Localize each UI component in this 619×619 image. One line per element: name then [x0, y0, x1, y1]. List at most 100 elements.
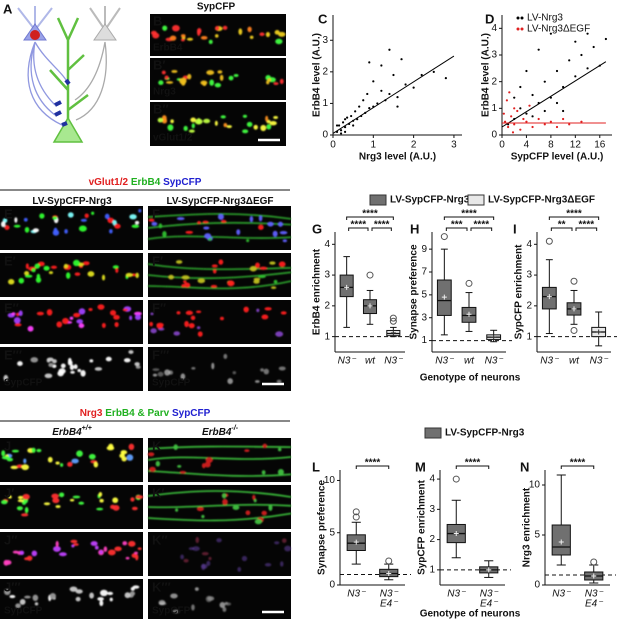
puncta — [25, 263, 29, 270]
mean-marker — [466, 311, 472, 317]
puncta — [152, 32, 160, 39]
puncta — [129, 591, 136, 596]
micrograph — [148, 532, 292, 576]
fiber — [147, 271, 292, 280]
panel-letter: E′′′ — [4, 347, 22, 362]
puncta — [209, 79, 215, 86]
significance-label: **** — [566, 209, 582, 220]
puncta — [275, 38, 283, 45]
puncta — [8, 495, 12, 499]
puncta — [191, 366, 196, 370]
puncta — [280, 311, 287, 315]
puncta — [15, 312, 20, 317]
puncta — [128, 443, 135, 451]
puncta — [211, 362, 215, 370]
significance-label: **** — [570, 458, 586, 469]
puncta — [52, 216, 58, 220]
puncta — [253, 279, 260, 284]
puncta — [78, 225, 87, 232]
puncta — [101, 322, 106, 329]
puncta — [258, 275, 266, 279]
puncta — [157, 117, 164, 123]
panel-letter: F′ — [152, 253, 163, 268]
scatter-point — [586, 67, 589, 70]
scatter-point — [376, 102, 379, 105]
y-tick-label: 5 — [534, 530, 540, 541]
puncta — [232, 505, 240, 510]
significance-bracket — [470, 227, 493, 231]
puncta — [264, 307, 272, 311]
image-signal — [147, 443, 292, 477]
scatter-point — [396, 96, 399, 99]
scatter-point — [354, 110, 357, 113]
puncta — [147, 452, 155, 457]
puncta — [93, 461, 99, 468]
puncta — [206, 560, 211, 566]
puncta — [114, 321, 119, 328]
significance-bracket — [548, 216, 600, 220]
puncta — [14, 323, 22, 327]
puncta — [99, 600, 104, 607]
y-axis-label: SypCFP enrichment — [417, 479, 428, 575]
y-tick-label: 4 — [526, 239, 532, 250]
puncta — [254, 519, 263, 525]
x-tick-label: N3⁻ — [347, 589, 366, 600]
scatter-point — [549, 32, 552, 35]
title-part: ErbB4 — [131, 177, 161, 188]
puncta — [284, 545, 292, 552]
scatter-point — [511, 131, 515, 134]
puncta — [74, 272, 81, 276]
puncta — [243, 306, 249, 313]
x-tick-label: 4 — [524, 140, 530, 151]
puncta — [44, 373, 53, 379]
panel-letter: J′ — [4, 485, 14, 500]
panel-title: vGlut1/2 ErbB4 SypCFP — [89, 177, 202, 188]
x-tick-label: 2 — [411, 140, 417, 151]
title-part: Nrg3 — [80, 408, 103, 419]
scatter-point — [555, 69, 559, 73]
puncta — [176, 311, 181, 315]
puncta — [185, 230, 194, 234]
column-heading: ErbB4-/- — [202, 425, 239, 437]
title-part: vGlut1/2 — [89, 177, 129, 188]
mean-marker — [390, 330, 396, 336]
puncta — [206, 70, 215, 75]
channel-label: SypCFP — [4, 606, 43, 617]
puncta — [31, 550, 38, 557]
significance-bracket — [575, 227, 598, 231]
panel-letter: L — [312, 459, 320, 474]
puncta — [188, 323, 195, 329]
puncta — [226, 125, 232, 129]
puncta — [264, 562, 272, 567]
panel-title: SypCFP — [197, 2, 236, 13]
y-tick-label: 3 — [491, 50, 497, 61]
puncta — [191, 123, 195, 129]
mean-marker — [344, 284, 350, 290]
y-axis-label: ErbB4 level (A.U.) — [312, 33, 323, 117]
x-tick-label: 1 — [371, 140, 377, 151]
y-tick-label: 0 — [329, 580, 335, 591]
image-signal — [180, 536, 292, 572]
puncta — [124, 592, 131, 599]
puncta — [131, 553, 138, 558]
puncta — [241, 555, 248, 562]
puncta — [132, 585, 140, 589]
puncta — [112, 265, 119, 269]
y-tick-label: 3 — [324, 270, 330, 281]
scatter-point — [543, 123, 546, 126]
title-part: SypCFP — [163, 177, 202, 188]
puncta — [43, 502, 51, 506]
puncta — [242, 114, 248, 118]
puncta — [60, 463, 64, 467]
scatter-point — [574, 75, 577, 78]
panel-letter: M — [415, 459, 426, 474]
puncta — [164, 75, 169, 80]
column-superscript: -/- — [231, 425, 238, 432]
y-tick-label: 3 — [322, 35, 328, 46]
y-tick-label: 0 — [534, 580, 540, 591]
puncta — [219, 316, 224, 321]
scatter-point — [525, 112, 528, 115]
puncta — [148, 218, 155, 222]
puncta — [0, 499, 8, 505]
puncta — [265, 32, 271, 38]
